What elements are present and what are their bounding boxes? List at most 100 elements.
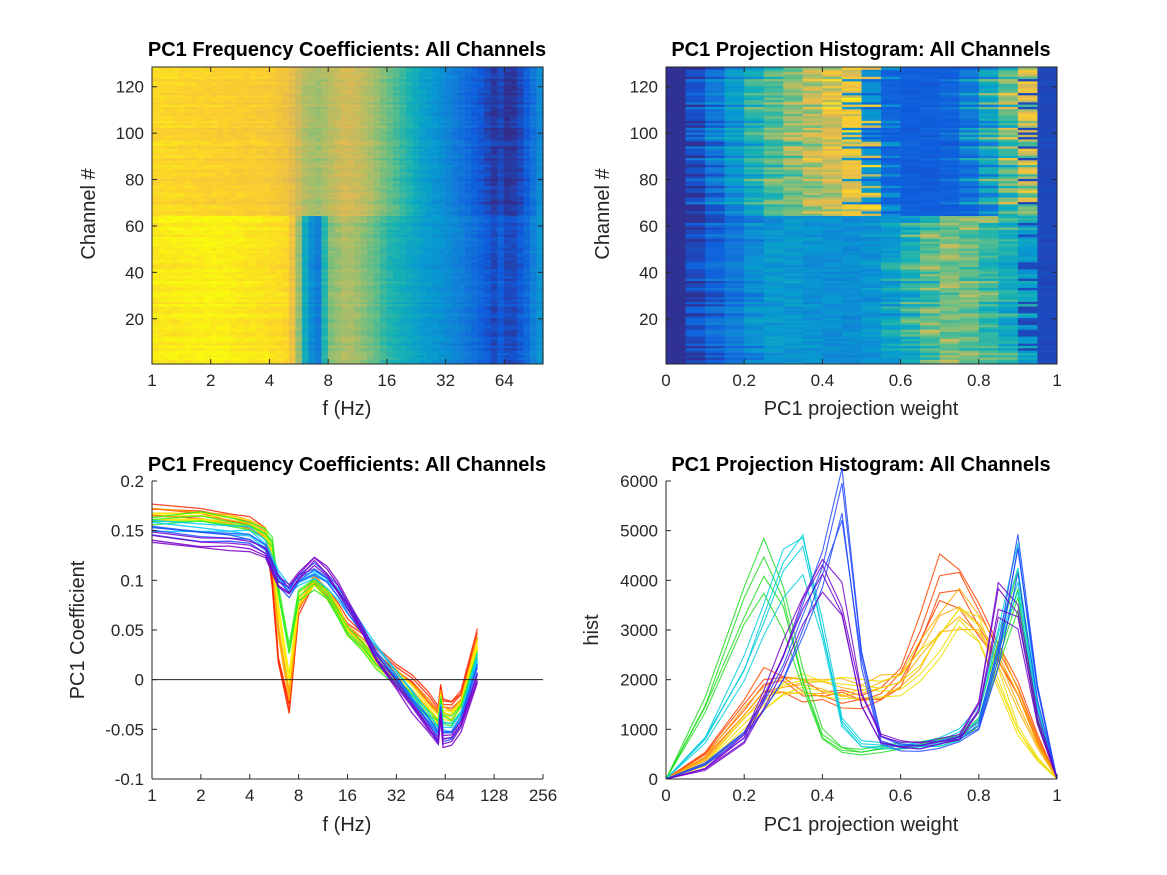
heatmap-cell: [210, 196, 218, 200]
heatmap-cell: [510, 227, 518, 230]
heatmap-cell: [236, 238, 244, 242]
heatmap-cell: [217, 329, 225, 333]
heatmap-cell: [262, 287, 270, 291]
heatmap-cell: [406, 247, 414, 251]
heatmap-cell: [197, 317, 205, 321]
heatmap-cell: [256, 176, 264, 179]
heatmap-cell: [529, 352, 538, 356]
heatmap-cell: [282, 266, 290, 270]
heatmap-cell: [158, 185, 166, 189]
heatmap-cell: [503, 322, 512, 326]
heatmap-cell: [380, 287, 388, 291]
heatmap-cell: [412, 171, 420, 175]
heatmap-cell: [256, 294, 264, 298]
heatmap-cell: [497, 322, 505, 326]
heatmap-cell: [471, 352, 479, 356]
heatmap-cell: [249, 180, 257, 184]
heatmap-cell: [295, 173, 303, 177]
heatmap-cell: [477, 261, 485, 265]
heatmap-cell: [197, 294, 205, 298]
heatmap-cell: [445, 289, 453, 293]
heatmap-cell: [334, 347, 342, 351]
heatmap-cell: [327, 213, 336, 216]
heatmap-cell: [458, 196, 466, 200]
heatmap-cell: [347, 183, 355, 186]
heatmap-cell: [327, 275, 336, 279]
heatmap-cell: [497, 217, 505, 221]
heatmap-cell: [158, 312, 166, 316]
heatmap-cell: [262, 231, 270, 235]
heatmap-cell: [406, 215, 414, 219]
heatmap-cell: [510, 180, 518, 184]
heatmap-cell: [171, 176, 179, 179]
heatmap-cell: [523, 250, 531, 254]
heatmap-cell: [340, 210, 349, 214]
heatmap-cell: [236, 310, 244, 314]
heatmap-cell: [360, 285, 368, 288]
heatmap-cell: [236, 282, 244, 286]
heatmap-cell: [380, 326, 388, 330]
heatmap-cell: [165, 266, 173, 270]
heatmap-cell: [419, 180, 427, 184]
heatmap-cell: [217, 308, 225, 312]
heatmap-cell: [204, 206, 212, 210]
heatmap-cell: [301, 336, 309, 339]
heatmap-cell: [419, 310, 427, 314]
heatmap-cell: [451, 173, 459, 177]
heatmap-cell: [354, 350, 362, 353]
heatmap-cell: [367, 203, 375, 207]
heatmap-cell: [295, 234, 303, 237]
heatmap-cell: [197, 324, 205, 328]
heatmap-cell: [340, 299, 349, 302]
heatmap-cell: [204, 280, 212, 284]
heatmap-cell: [230, 301, 238, 305]
heatmap-cell: [210, 343, 218, 346]
heatmap-cell: [321, 326, 329, 330]
heatmap-cell: [510, 173, 518, 177]
heatmap-cell: [373, 215, 381, 219]
heatmap-cell: [523, 238, 531, 242]
heatmap-cell: [269, 243, 277, 247]
heatmap-cell: [406, 282, 414, 286]
heatmap-cell: [230, 229, 238, 233]
heatmap-cell: [471, 340, 479, 344]
heatmap-cell: [477, 187, 485, 191]
heatmap-cell: [275, 278, 283, 281]
heatmap-cell: [340, 192, 349, 196]
heatmap-cell: [178, 257, 186, 261]
heatmap-cell: [432, 329, 440, 333]
heatmap-cell: [171, 222, 179, 226]
heatmap-cell: [523, 224, 531, 228]
heatmap-cell: [412, 310, 420, 314]
heatmap-cell: [484, 271, 492, 275]
heatmap-cell: [412, 350, 420, 353]
heatmap-cell: [165, 243, 173, 247]
heatmap-cell: [152, 203, 160, 207]
heatmap-cell: [269, 294, 277, 298]
heatmap-cell: [406, 264, 414, 268]
heatmap-cell: [477, 329, 485, 333]
heatmap-cell: [406, 257, 414, 261]
heatmap-cell: [451, 206, 459, 210]
heatmap-cell: [360, 301, 368, 305]
heatmap-cell: [184, 185, 192, 189]
heatmap-cell: [438, 201, 446, 205]
heatmap-cell: [360, 178, 368, 182]
heatmap-cell: [386, 285, 394, 288]
heatmap-cell: [347, 301, 355, 305]
heatmap-cell: [484, 261, 492, 265]
heatmap-cell: [451, 347, 459, 351]
heatmap-cell: [412, 213, 420, 216]
heatmap-cell: [295, 354, 303, 358]
heatmap-cell: [262, 345, 270, 349]
heatmap-cell: [340, 257, 349, 261]
heatmap-cell: [340, 315, 349, 319]
heatmap-cell: [327, 285, 336, 288]
heatmap-cell: [327, 178, 336, 182]
heatmap-cell: [262, 354, 270, 358]
heatmap-cell: [432, 352, 440, 356]
heatmap-cell: [399, 359, 407, 363]
heatmap-cell: [432, 250, 440, 254]
heatmap-cell: [399, 361, 407, 365]
heatmap-cell: [340, 187, 349, 191]
